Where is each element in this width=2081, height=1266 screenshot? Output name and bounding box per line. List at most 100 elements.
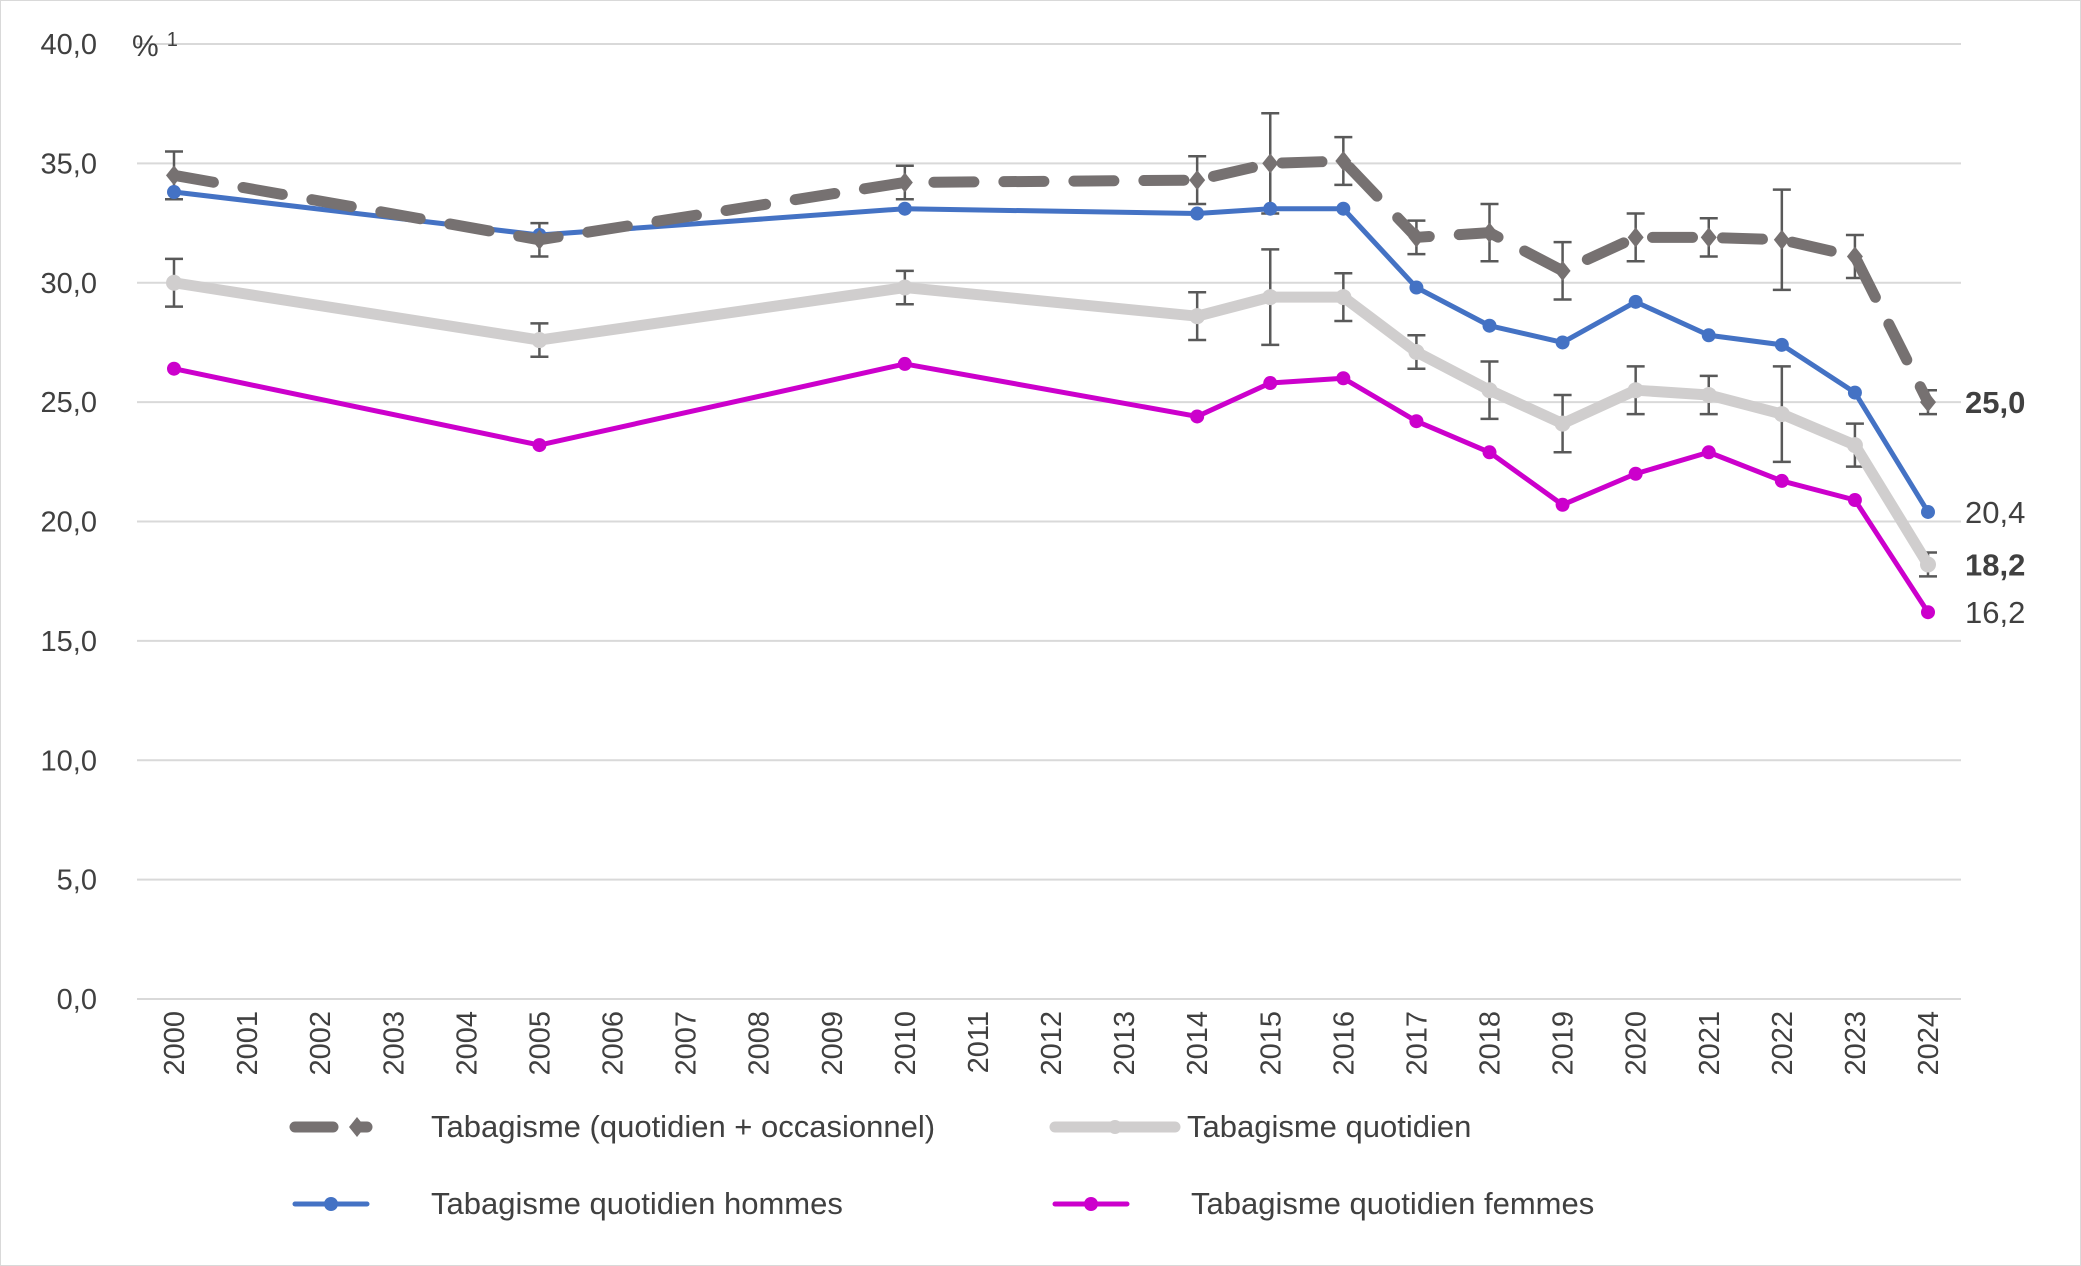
data-point	[1482, 445, 1497, 460]
x-tick-label: 2004	[451, 1011, 483, 1076]
legend-marker	[1108, 1120, 1122, 1134]
x-tick-label: 2008	[744, 1011, 776, 1076]
x-tick-label: 2024	[1913, 1011, 1945, 1076]
series-3	[167, 185, 1935, 519]
data-point	[1627, 227, 1644, 248]
x-tick-label: 2021	[1694, 1011, 1726, 1076]
data-point	[1921, 504, 1935, 519]
series-line	[171, 361, 1931, 615]
data-point	[1481, 222, 1498, 243]
x-tick-label: 2019	[1548, 1011, 1580, 1076]
x-tick-label: 2006	[598, 1011, 630, 1076]
series-lines	[166, 150, 1936, 620]
x-tick-label: 2007	[671, 1011, 703, 1076]
legend-label: Tabagisme quotidien	[1187, 1109, 1471, 1144]
data-point	[1774, 337, 1789, 352]
x-tick-label: 2016	[1328, 1011, 1360, 1076]
legend-marker	[324, 1197, 338, 1211]
x-tick-label: 2001	[232, 1011, 264, 1076]
y-tick-label: 0,0	[57, 984, 97, 1016]
legend-label: Tabagisme quotidien femmes	[1191, 1186, 1594, 1221]
unit-label: % 1	[132, 29, 178, 63]
y-tick-label: 20,0	[41, 507, 97, 539]
data-point	[1773, 229, 1790, 250]
x-tick-label: 2018	[1475, 1011, 1507, 1076]
data-point	[1189, 170, 1206, 191]
data-point	[1409, 280, 1424, 295]
data-point	[1554, 260, 1571, 281]
data-point	[1847, 385, 1862, 400]
x-tick-label: 2000	[159, 1011, 191, 1076]
data-point	[1481, 382, 1498, 399]
data-point	[1846, 437, 1863, 454]
data-point	[1700, 386, 1717, 403]
legend-item: Tabagisme quotidien hommes	[292, 1186, 843, 1221]
series-line	[171, 189, 1931, 515]
legend-label: Tabagisme quotidien hommes	[431, 1186, 843, 1221]
data-point	[531, 332, 548, 349]
x-tick-label: 2023	[1840, 1011, 1872, 1076]
y-tick-label: 10,0	[41, 745, 97, 777]
data-point	[896, 279, 913, 296]
x-tick-label: 2015	[1255, 1011, 1287, 1076]
data-point	[1336, 201, 1351, 216]
series-2	[166, 274, 1936, 573]
series-1	[166, 150, 1936, 413]
data-point	[1628, 466, 1643, 481]
end-value-label: 20,4	[1965, 495, 2025, 530]
x-tick-label: 2017	[1401, 1011, 1433, 1076]
data-point	[1920, 556, 1936, 573]
legend-item: Tabagisme (quotidien + occasionnel)	[289, 1109, 935, 1144]
data-point	[1263, 376, 1278, 391]
series-line	[168, 277, 1934, 570]
data-point	[1335, 150, 1352, 171]
unit-footnote: 1	[167, 29, 178, 51]
data-point	[1628, 294, 1643, 309]
data-point	[531, 229, 548, 250]
data-point	[1190, 409, 1205, 424]
legend-marker	[1084, 1197, 1098, 1211]
y-tick-label: 35,0	[41, 148, 97, 180]
gridlines	[137, 43, 1961, 1000]
data-point	[1263, 201, 1278, 216]
data-point	[1774, 473, 1789, 488]
data-point	[1335, 289, 1352, 306]
legend-marker	[349, 1117, 365, 1137]
data-point	[1409, 414, 1424, 429]
data-point	[896, 172, 913, 193]
x-tick-label: 2003	[378, 1011, 410, 1076]
error-bars	[165, 111, 1937, 578]
end-value-label: 25,0	[1965, 385, 2025, 420]
data-point	[1555, 497, 1570, 512]
y-tick-label: 25,0	[41, 387, 97, 419]
data-point	[532, 438, 547, 453]
data-point	[1189, 308, 1206, 325]
data-point	[1627, 382, 1644, 399]
data-point	[1408, 343, 1425, 360]
end-value-label: 18,2	[1965, 547, 2025, 582]
data-point	[1555, 335, 1570, 350]
data-point	[1846, 246, 1863, 267]
legend: Tabagisme (quotidien + occasionnel) Tabag…	[289, 1109, 1594, 1221]
y-tick-label: 30,0	[41, 268, 97, 300]
data-point	[1554, 415, 1571, 432]
data-point	[1408, 227, 1425, 248]
y-axis: 0,0 5,0 10,0 15,0 20,0 25,0 30,0 35,0 40,0	[41, 29, 97, 1016]
data-point	[897, 356, 912, 371]
series-line	[168, 155, 1934, 408]
data-point	[1773, 406, 1790, 423]
data-point	[166, 165, 182, 186]
data-point	[167, 361, 181, 376]
data-point	[1262, 289, 1279, 306]
x-tick-label: 2005	[524, 1011, 556, 1076]
data-point	[167, 185, 181, 200]
legend-item: Tabagisme quotidien femmes	[1052, 1186, 1594, 1221]
data-point	[1921, 605, 1935, 620]
x-tick-label: 2014	[1182, 1011, 1214, 1076]
y-tick-label: 5,0	[57, 865, 97, 897]
legend-item: Tabagisme quotidien	[1049, 1109, 1471, 1144]
data-point	[1262, 153, 1279, 174]
y-tick-label: 40,0	[41, 29, 97, 61]
data-point	[1190, 206, 1205, 221]
data-point	[897, 201, 912, 216]
